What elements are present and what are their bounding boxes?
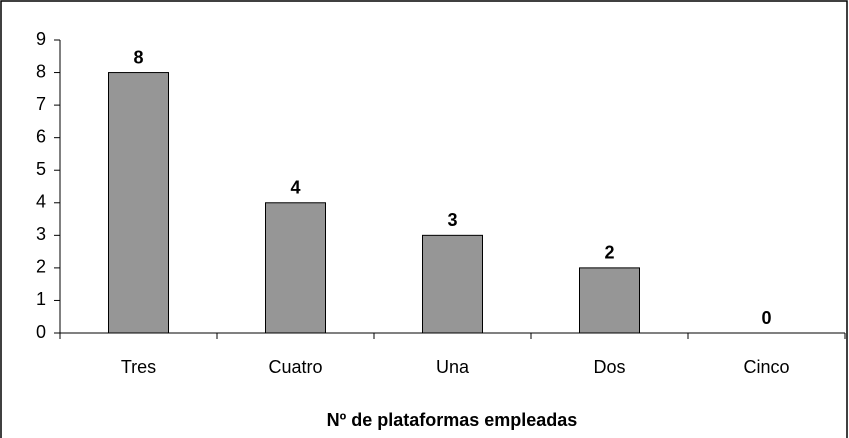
y-tick-label: 7 bbox=[36, 94, 46, 114]
x-tick-label: Cinco bbox=[743, 357, 789, 377]
y-tick-label: 9 bbox=[36, 29, 46, 49]
bar bbox=[579, 267, 640, 334]
y-tick-label: 0 bbox=[36, 322, 46, 342]
y-tick-label: 4 bbox=[36, 192, 46, 212]
bar bbox=[422, 234, 483, 334]
x-tick-label: Tres bbox=[121, 357, 156, 377]
bar bbox=[108, 72, 169, 334]
y-tick-label: 2 bbox=[36, 257, 46, 277]
y-tick-label: 6 bbox=[36, 126, 46, 146]
x-tick-label: Una bbox=[436, 357, 470, 377]
x-tick-label: Cuatro bbox=[268, 357, 322, 377]
y-tick-label: 8 bbox=[36, 61, 46, 81]
data-label: 2 bbox=[604, 243, 614, 263]
data-label: 0 bbox=[761, 308, 771, 328]
y-tick-label: 5 bbox=[36, 159, 46, 179]
y-tick-label: 1 bbox=[36, 289, 46, 309]
x-axis-label: Nº de plataformas empleadas bbox=[327, 410, 578, 430]
y-tick-label: 3 bbox=[36, 224, 46, 244]
x-tick-label: Dos bbox=[593, 357, 625, 377]
data-label: 8 bbox=[133, 47, 143, 67]
data-label: 3 bbox=[447, 210, 457, 230]
bar bbox=[265, 202, 326, 334]
data-label: 4 bbox=[290, 178, 300, 198]
